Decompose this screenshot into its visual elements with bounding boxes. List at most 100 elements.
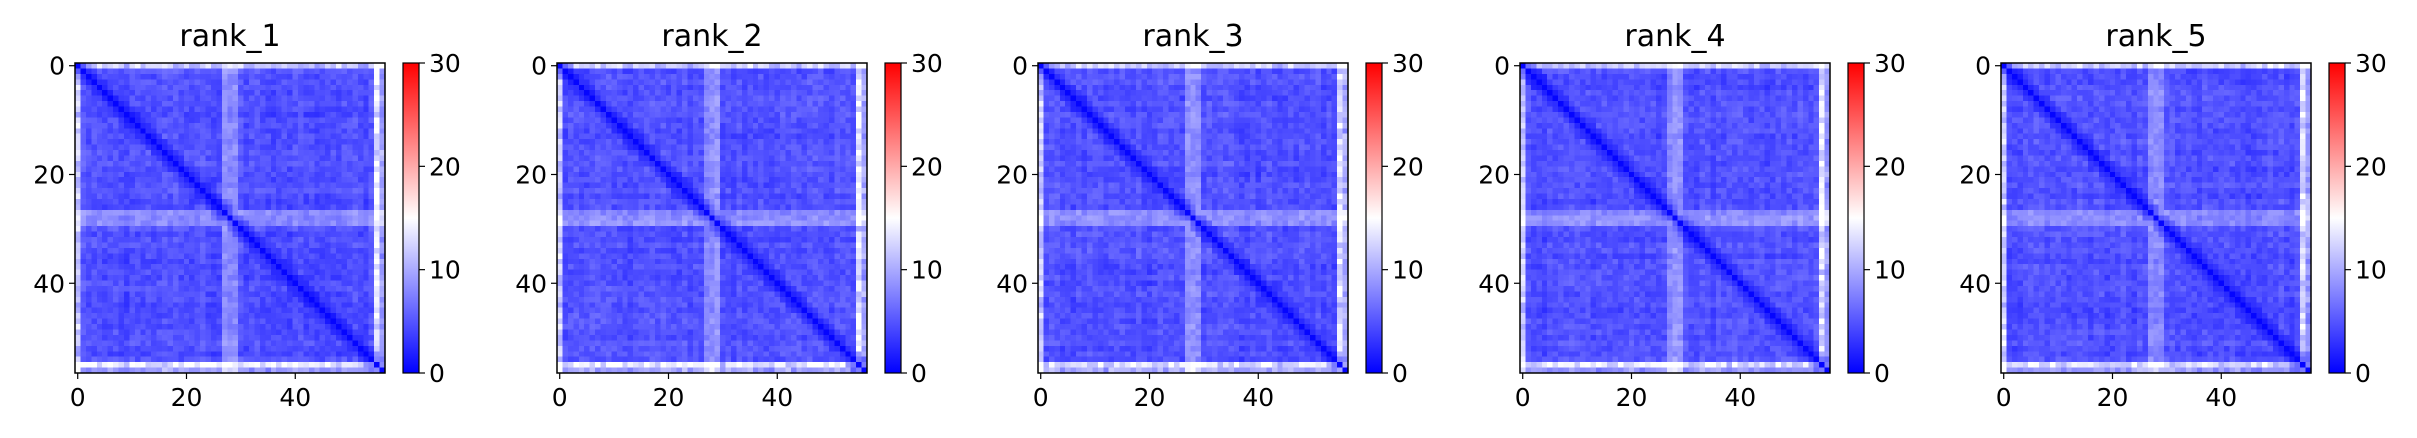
heatmap-cell [796, 111, 803, 118]
heatmap-cell [769, 122, 776, 129]
heatmap-cell [638, 133, 645, 140]
heatmap-cell [276, 68, 283, 75]
heatmap-cell [828, 160, 835, 167]
heatmap-cell [644, 84, 651, 91]
heatmap-cell [178, 144, 185, 151]
heatmap-cell [703, 171, 710, 178]
heatmap-cell [611, 177, 618, 184]
heatmap-cell [676, 177, 683, 184]
heatmap-cell [665, 95, 672, 102]
heatmap-cell [325, 166, 332, 173]
heatmap-cell [297, 269, 305, 276]
heatmap-cell [818, 73, 825, 80]
heatmap-cell [687, 101, 694, 108]
heatmap-cell [145, 204, 152, 211]
heatmap-cell [113, 307, 120, 314]
heatmap-cell [605, 111, 612, 118]
heatmap-cell [308, 345, 315, 352]
heatmap-cell [129, 367, 136, 374]
heatmap-cell [769, 188, 776, 195]
heatmap-cell [557, 128, 564, 135]
heatmap-cell [276, 264, 283, 271]
heatmap-cell [254, 144, 261, 151]
heatmap-cell [682, 139, 689, 146]
heatmap-cell [96, 367, 103, 374]
heatmap-cell [107, 101, 114, 108]
heatmap-cell [292, 111, 299, 118]
heatmap-cell [80, 264, 87, 271]
heatmap-cell [183, 150, 190, 157]
heatmap-cell [85, 334, 92, 341]
heatmap-cell [741, 220, 748, 227]
heatmap-cell [368, 285, 375, 293]
heatmap-cell [703, 177, 710, 184]
heatmap-cell [839, 155, 846, 162]
heatmap-cell [270, 285, 277, 293]
heatmap-cell [654, 111, 661, 118]
heatmap-cell [363, 209, 370, 216]
heatmap-cell [297, 84, 305, 91]
heatmap-cell [627, 144, 634, 151]
heatmap-cell [227, 291, 234, 298]
heatmap-cell [167, 324, 174, 331]
heatmap-cell [254, 285, 261, 293]
heatmap-cell [368, 139, 375, 146]
heatmap-cell [861, 122, 868, 129]
heatmap-cell [671, 166, 678, 173]
heatmap-cell [379, 68, 386, 75]
heatmap-cell [774, 188, 781, 195]
heatmap-cell [287, 209, 294, 216]
heatmap-cell [374, 313, 381, 320]
heatmap-cell [769, 160, 776, 167]
heatmap-cell [183, 63, 190, 70]
heatmap-cell [573, 144, 580, 151]
heatmap-cell [134, 231, 141, 238]
heatmap-cell [682, 68, 689, 75]
heatmap-cell [812, 122, 819, 129]
heatmap-cell [287, 111, 294, 118]
heatmap-cell [861, 215, 868, 222]
heatmap-cell [319, 139, 326, 146]
heatmap-cell [189, 122, 196, 129]
heatmap-cell [861, 73, 868, 80]
heatmap-cell [638, 209, 645, 216]
heatmap-cell [627, 101, 634, 108]
heatmap-cell [357, 285, 364, 293]
heatmap-cell [352, 307, 359, 314]
heatmap-cell [611, 122, 618, 129]
heatmap-cell [232, 367, 239, 374]
heatmap-cell [861, 111, 868, 118]
heatmap-cell [145, 226, 152, 233]
heatmap-cell [151, 139, 158, 146]
heatmap-cell [747, 122, 754, 129]
heatmap-cell [221, 68, 228, 75]
heatmap-cell [839, 182, 846, 189]
heatmap-cell [589, 63, 596, 70]
heatmap-cell [665, 68, 672, 75]
heatmap-cell [205, 334, 212, 341]
heatmap-cell [319, 253, 326, 260]
heatmap-cell [357, 247, 364, 254]
heatmap-cell [595, 166, 602, 173]
heatmap-cell [357, 193, 364, 200]
heatmap-cell [210, 269, 217, 276]
heatmap-cell [238, 318, 245, 325]
heatmap-cell [249, 193, 256, 200]
heatmap-cell [210, 160, 217, 167]
heatmap-cell [374, 334, 381, 341]
heatmap-cell [314, 264, 321, 271]
heatmap-cell [807, 73, 814, 80]
heatmap-cell [584, 68, 591, 75]
heatmap-cell [839, 128, 846, 135]
heatmap-cell [665, 150, 672, 157]
heatmap-cell [156, 122, 163, 129]
heatmap-cell [336, 63, 343, 70]
heatmap-cell [861, 209, 868, 216]
heatmap-cell [692, 209, 699, 216]
heatmap-cell [834, 188, 841, 195]
heatmap-cell [676, 215, 683, 222]
heatmap-cell [216, 237, 223, 244]
heatmap-cell [357, 226, 364, 233]
heatmap-cell [221, 133, 228, 140]
heatmap-cell [297, 79, 305, 86]
